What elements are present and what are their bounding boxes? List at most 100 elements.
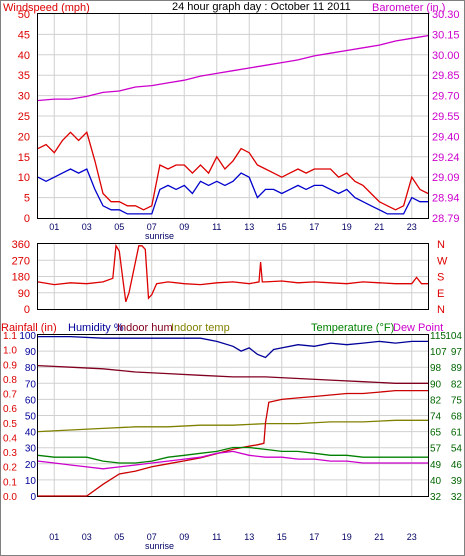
humidity-y-tick-label: 30 (25, 444, 37, 455)
temperature-y-ticks-a: 32 40 49 57 65 74 82 90 98 107 115 (430, 331, 447, 503)
wind-direction-line (37, 243, 428, 303)
x-tick-label: 11 (212, 222, 221, 232)
wind-baro-grid (38, 14, 428, 218)
wind-baro-series (37, 34, 429, 215)
baro-y-axis-ticks: 28.79 28.94 29.09 29.24 29.40 29.55 29.70 29.85… (432, 9, 460, 225)
x-tick-label: 11 (212, 532, 221, 542)
wind-direction-grid (38, 244, 428, 309)
x-tick-label: 09 (179, 532, 189, 542)
sunrise-label-top: sunrise (145, 231, 174, 241)
indoor-temp-line (37, 419, 428, 433)
rainfall-y-ticks: 0.0 0.1 0.2 0.3 0.4 0.5 0.6 0.7 0.8 0.9 1.0 1.1 (3, 331, 17, 503)
humidity-y-tick-label: 20 (25, 460, 37, 471)
baro-y-tick-label: 30.00 (432, 50, 460, 62)
temperature-y-tick-label: 68 (451, 412, 463, 423)
temperature-y-tick-label: 82 (430, 395, 442, 406)
humidity-y-tick-label: 60 (25, 395, 37, 406)
wind-direction-series (37, 243, 428, 303)
rain-temp-series (37, 335, 428, 497)
temperature-label: Temperature (°F) (311, 322, 394, 334)
direction-y-tick-label: 90 (18, 288, 30, 300)
humidity-y-ticks: 0 10 20 30 40 50 60 70 80 90 100 (19, 331, 36, 503)
temperature-y-tick-label: 39 (451, 476, 463, 487)
wind-y-tick-label: 35 (18, 70, 30, 82)
rainfall-y-tick-label: 0.8 (3, 375, 17, 386)
baro-y-tick-label: 30.15 (432, 29, 460, 41)
humidity-y-tick-label: 100 (19, 331, 36, 342)
humidity-y-tick-label: 80 (25, 363, 37, 374)
rainfall-y-tick-label: 0.2 (3, 463, 17, 474)
wind-y-tick-label: 25 (18, 111, 30, 123)
temperature-y-tick-label: 57 (430, 444, 442, 455)
sunrise-label-bottom: sunrise (145, 541, 174, 551)
x-tick-label: 15 (277, 532, 287, 542)
wind-y-axis-ticks: 0 5 10 15 20 25 30 35 40 45 50 (18, 9, 30, 225)
humidity-label: Humidity % (68, 322, 124, 334)
x-tick-label: 15 (277, 222, 287, 232)
x-tick-label: 05 (114, 222, 124, 232)
compass-label: N (437, 239, 445, 251)
compass-label: W (437, 255, 448, 267)
wind-x-axis-ticks: 01 03 05 07 09 11 13 15 17 19 21 23 (49, 222, 417, 232)
temperature-y-tick-label: 32 (430, 492, 442, 503)
rain-temp-x-axis-ticks: 01 03 05 07 09 11 13 15 17 19 21 23 (49, 532, 417, 542)
wind-y-tick-label: 10 (18, 172, 30, 184)
x-tick-label: 09 (179, 222, 189, 232)
temperature-y-tick-label: 82 (451, 379, 463, 390)
baro-y-tick-label: 28.79 (432, 213, 460, 225)
temperature-y-tick-label: 104 (445, 331, 462, 342)
temperature-y-tick-label: 32 (451, 492, 463, 503)
x-tick-label: 13 (244, 532, 254, 542)
compass-label: S (437, 272, 444, 284)
temperature-y-tick-label: 65 (430, 428, 442, 439)
baro-y-tick-label: 29.55 (432, 111, 460, 123)
x-tick-label: 17 (309, 532, 319, 542)
temperature-line (37, 446, 428, 464)
x-tick-label: 05 (114, 532, 124, 542)
indoor-temp-label: Indoor temp (171, 322, 230, 334)
baro-y-tick-label: 29.40 (432, 131, 460, 143)
direction-y-tick-label: 180 (12, 272, 30, 284)
wind-y-tick-label: 5 (24, 193, 30, 205)
x-tick-label: 23 (407, 222, 417, 232)
windspeed-label: Windspeed (mph) (3, 2, 90, 14)
temperature-y-tick-label: 90 (430, 379, 442, 390)
rainfall-y-tick-label: 0.7 (3, 390, 17, 401)
windspeed-line (37, 131, 429, 211)
humidity-y-tick-label: 70 (25, 379, 37, 390)
x-tick-label: 21 (374, 532, 384, 542)
dew-point-line (37, 450, 428, 470)
rainfall-y-tick-label: 0.1 (3, 477, 17, 488)
x-tick-label: 19 (342, 222, 352, 232)
indoor-humidity-line (37, 364, 428, 384)
baro-y-tick-label: 29.70 (432, 91, 460, 103)
wind-y-tick-label: 50 (18, 9, 30, 21)
rainfall-line (38, 389, 428, 497)
wind-y-tick-label: 30 (18, 91, 30, 103)
x-tick-label: 03 (82, 222, 92, 232)
barometer-line (37, 34, 429, 102)
wind-y-tick-label: 0 (24, 213, 30, 225)
temperature-y-tick-label: 75 (451, 395, 463, 406)
x-tick-label: 17 (309, 222, 319, 232)
baro-y-tick-label: 29.85 (432, 70, 460, 82)
rainfall-y-tick-label: 1.0 (3, 346, 17, 357)
compass-label: N (437, 304, 445, 316)
rainfall-y-tick-label: 0.0 (3, 492, 17, 503)
direction-y-tick-label: 270 (12, 255, 30, 267)
x-tick-label: 19 (342, 532, 352, 542)
direction-y-tick-label: 360 (12, 239, 30, 251)
humidity-y-tick-label: 90 (25, 347, 37, 358)
temperature-y-tick-label: 49 (430, 460, 442, 471)
temperature-y-tick-label: 46 (451, 460, 463, 471)
temperature-y-tick-label: 107 (430, 347, 447, 358)
x-tick-label: 07 (147, 222, 157, 232)
baro-y-tick-label: 28.94 (432, 193, 460, 205)
temperature-y-ticks-b: 32 39 46 54 61 68 75 82 89 97 104 (445, 331, 462, 503)
x-tick-label: 01 (49, 222, 59, 232)
rainfall-label: Rainfall (in) (1, 322, 57, 334)
temperature-y-tick-label: 115 (430, 331, 446, 342)
rainfall-y-tick-label: 0.3 (3, 448, 17, 459)
compass-label: E (437, 288, 444, 300)
rainfall-y-tick-label: 1.1 (3, 331, 17, 342)
